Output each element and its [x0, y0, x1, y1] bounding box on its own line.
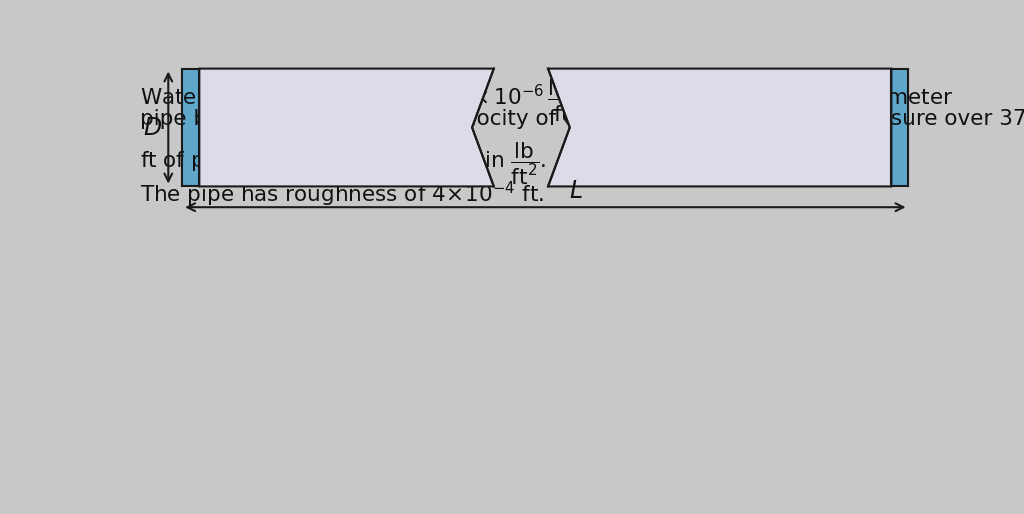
Text: Water ($\gamma_w = 62.4\,\dfrac{\mathrm{lb}}{\mathrm{ft}^3}$, $\mu_w = 23.6 \tim: Water ($\gamma_w = 62.4\,\dfrac{\mathrm{… — [139, 78, 953, 124]
Text: The pipe has roughness of $4\!\times\!10^{-4}$ ft.: The pipe has roughness of $4\!\times\!10… — [139, 180, 544, 210]
Polygon shape — [548, 68, 891, 187]
Bar — [891, 68, 908, 187]
Polygon shape — [200, 68, 494, 187]
Text: pipe below with an average velocity of 6 ft/s.  Find the change in pressure over: pipe below with an average velocity of 6… — [139, 109, 1024, 130]
Text: $D$: $D$ — [143, 116, 163, 139]
Text: $L$: $L$ — [569, 179, 584, 204]
Text: ft of pipe.  Provide your answer in $\dfrac{\mathrm{lb}}{\mathrm{ft}^2}$.: ft of pipe. Provide your answer in $\dfr… — [139, 141, 546, 187]
Bar — [182, 68, 200, 187]
